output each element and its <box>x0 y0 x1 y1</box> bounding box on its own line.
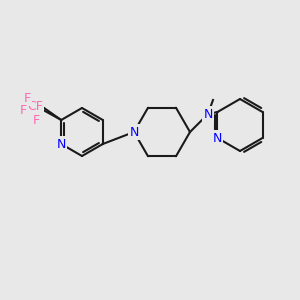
Text: CF: CF <box>27 100 43 112</box>
Text: N: N <box>129 125 139 139</box>
Text: N: N <box>56 137 66 151</box>
Text: F: F <box>24 92 31 104</box>
Text: F: F <box>20 104 27 118</box>
Text: F: F <box>33 113 40 127</box>
Text: N: N <box>213 131 222 145</box>
Text: N: N <box>203 107 213 121</box>
